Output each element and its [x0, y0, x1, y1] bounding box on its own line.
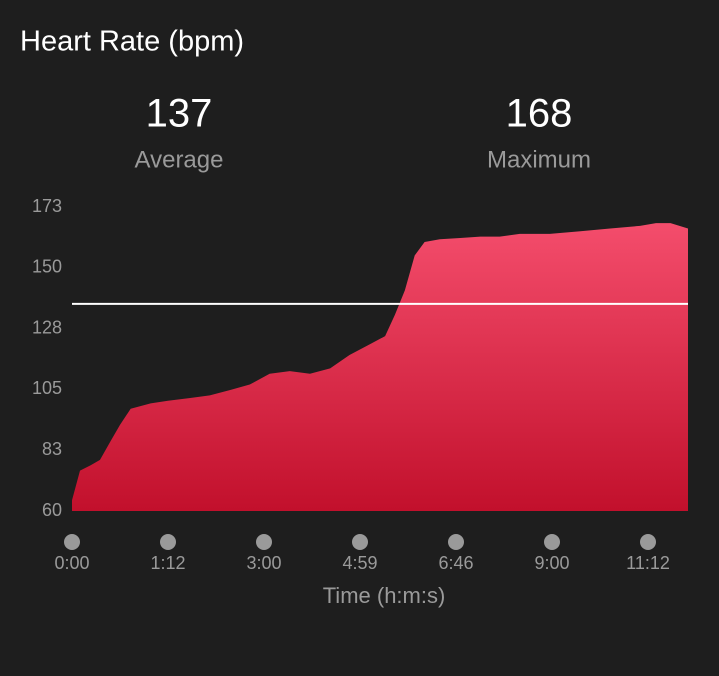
- y-tick-label: 173: [32, 196, 62, 216]
- heart-rate-area: [72, 223, 688, 511]
- stat-value: 168: [506, 92, 573, 136]
- x-tick-dot: [448, 534, 464, 550]
- y-tick-label: 60: [42, 500, 62, 520]
- x-tick-label: 4:59: [342, 553, 377, 573]
- x-axis-title: Time (h:m:s): [323, 583, 446, 608]
- x-tick-dot: [352, 534, 368, 550]
- x-tick-label: 9:00: [534, 553, 569, 573]
- x-tick-label: 6:46: [438, 553, 473, 573]
- x-tick-label: 3:00: [246, 553, 281, 573]
- chart-title: Heart Rate (bpm): [20, 26, 244, 58]
- x-tick-label: 1:12: [150, 553, 185, 573]
- x-tick-dot: [256, 534, 272, 550]
- y-tick-label: 83: [42, 439, 62, 459]
- stat-value: 137: [146, 92, 213, 136]
- stat-label: Maximum: [487, 146, 591, 173]
- x-tick-dot: [640, 534, 656, 550]
- x-tick-dot: [64, 534, 80, 550]
- x-tick-label: 11:12: [626, 553, 670, 573]
- x-tick-dot: [160, 534, 176, 550]
- y-tick-label: 150: [32, 257, 62, 277]
- y-tick-label: 105: [32, 378, 62, 398]
- x-tick-label: 0:00: [54, 553, 89, 573]
- x-tick-dot: [544, 534, 560, 550]
- stat-label: Average: [135, 146, 224, 173]
- y-tick-label: 128: [32, 317, 62, 337]
